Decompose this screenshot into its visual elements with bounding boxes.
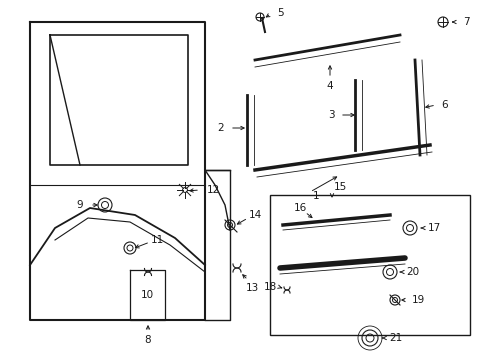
Text: 11: 11 (150, 235, 163, 245)
Text: 7: 7 (462, 17, 468, 27)
Text: 4: 4 (326, 81, 333, 91)
Text: 19: 19 (410, 295, 424, 305)
Text: 10: 10 (140, 290, 153, 300)
Text: 17: 17 (427, 223, 440, 233)
Text: 16: 16 (293, 203, 306, 213)
Text: 2: 2 (217, 123, 224, 133)
Text: 6: 6 (441, 100, 447, 110)
Circle shape (182, 188, 187, 192)
Text: 13: 13 (245, 283, 258, 293)
Text: 14: 14 (248, 210, 261, 220)
Bar (269, 195, 469, 335)
Text: 12: 12 (206, 185, 219, 195)
Text: 8: 8 (144, 335, 151, 345)
Text: 20: 20 (406, 267, 419, 277)
Text: 15: 15 (333, 182, 346, 192)
Text: 21: 21 (388, 333, 402, 343)
Text: 1: 1 (312, 191, 319, 201)
Text: 9: 9 (77, 200, 83, 210)
Text: 5: 5 (276, 8, 283, 18)
Text: 18: 18 (263, 282, 276, 292)
Text: 3: 3 (327, 110, 334, 120)
